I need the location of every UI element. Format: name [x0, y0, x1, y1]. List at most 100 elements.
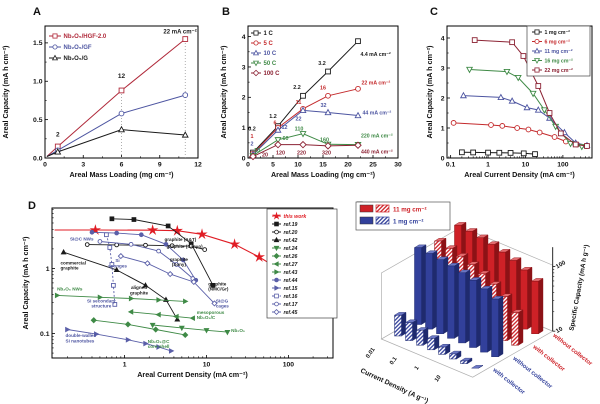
- panel-e-chart: 10 100 Specific Capacity (mA h g⁻¹) 0.01 0.1…: [352, 196, 600, 404]
- svg-text:44 mA cm⁻²: 44 mA cm⁻²: [363, 110, 392, 116]
- svg-text:10: 10: [434, 375, 443, 384]
- svg-text:6 mg cm⁻²: 6 mg cm⁻²: [545, 40, 571, 46]
- svg-text:16: 16: [320, 85, 326, 91]
- svg-text:Nb₂O₅/G: Nb₂O₅/G: [64, 56, 89, 62]
- svg-text:1.0: 1.0: [33, 79, 43, 86]
- svg-text:graphite(Sony): graphite (Sony): [170, 257, 189, 267]
- svg-text:10: 10: [522, 162, 530, 169]
- svg-text:22: 22: [296, 116, 302, 122]
- svg-text:1: 1: [441, 125, 445, 132]
- svg-text:220: 220: [297, 150, 306, 156]
- panel-a-chart: 0 3 6 9 12 0.0 0.5 1.0 1.5 Areal Mass Loading (mg…: [0, 0, 222, 198]
- svg-text:Areal Mass Loading (mg cm⁻²): Areal Mass Loading (mg cm⁻²): [69, 170, 174, 179]
- svg-text:4: 4: [242, 34, 246, 41]
- svg-text:100: 100: [557, 162, 569, 169]
- svg-text:440 mA cm⁻²: 440 mA cm⁻²: [361, 149, 393, 155]
- svg-text:30: 30: [394, 162, 402, 169]
- svg-text:60: 60: [283, 136, 289, 142]
- svg-text:10: 10: [203, 362, 211, 369]
- svg-text:ref.24: ref.24: [284, 246, 298, 252]
- svg-text:22 mA cm⁻²: 22 mA cm⁻²: [163, 29, 196, 36]
- svg-text:25: 25: [369, 162, 377, 169]
- svg-text:Si@C NWs: Si@C NWs: [70, 236, 94, 241]
- svg-text:120: 120: [276, 150, 285, 156]
- svg-text:32: 32: [321, 103, 327, 109]
- panel-d-plot: 1 10 100 0.1 1 Areal Current Density (mA cm⁻²…: [21, 207, 338, 379]
- svg-text:2: 2: [441, 95, 445, 102]
- svg-text:Nb₂O₅: Nb₂O₅: [231, 328, 245, 333]
- svg-text:1.5: 1.5: [33, 40, 43, 47]
- svg-text:ref.16: ref.16: [284, 294, 298, 300]
- svg-text:2.2: 2.2: [293, 85, 301, 91]
- svg-text:220 mA cm⁻²: 220 mA cm⁻²: [361, 133, 393, 139]
- svg-text:Areal Current Density (mA cm⁻²: Areal Current Density (mA cm⁻²): [137, 370, 248, 379]
- svg-text:0.1: 0.1: [40, 331, 50, 338]
- svg-text:ref.17: ref.17: [284, 302, 299, 308]
- svg-text:0.01: 0.01: [365, 346, 377, 359]
- svg-text:11 mg cm⁻²: 11 mg cm⁻²: [545, 49, 573, 55]
- panel-a-letter: A: [33, 6, 41, 18]
- panel-c-chart: 0.1 1 10 100 0 1 2 3 4 Areal Current Density (mA …: [424, 0, 600, 198]
- panel-a-plot: 0 3 6 9 12 0.0 0.5 1.0 1.5 Areal Mass Loading (mg…: [1, 25, 202, 179]
- svg-text:0: 0: [246, 162, 250, 169]
- svg-text:10: 10: [555, 326, 564, 335]
- svg-text:Areal Mass Loading (mg cm⁻²): Areal Mass Loading (mg cm⁻²): [271, 170, 376, 179]
- svg-text:0.2: 0.2: [248, 127, 256, 133]
- svg-text:Areal Current Density (mA cm⁻²: Areal Current Density (mA cm⁻²): [464, 170, 575, 179]
- svg-text:ref.42: ref.42: [284, 238, 298, 244]
- svg-text:12: 12: [194, 162, 202, 169]
- svg-text:1 C: 1 C: [264, 31, 274, 37]
- svg-text:3: 3: [242, 64, 246, 71]
- svg-text:2: 2: [56, 132, 60, 139]
- panel-c-letter: C: [430, 6, 438, 18]
- svg-text:0.1: 0.1: [446, 162, 456, 169]
- svg-text:16 mg cm⁻²: 16 mg cm⁻²: [545, 59, 574, 65]
- svg-text:0: 0: [242, 155, 246, 162]
- panel-d-chart: 1 10 100 0.1 1 Areal Current Density (mA cm⁻²…: [20, 196, 360, 404]
- svg-text:0.0: 0.0: [33, 155, 43, 162]
- svg-text:15: 15: [319, 162, 327, 169]
- svg-text:0: 0: [441, 155, 445, 162]
- svg-text:110: 110: [295, 127, 304, 133]
- svg-text:100 C: 100 C: [264, 71, 281, 77]
- svg-text:with collector: with collector: [531, 344, 566, 374]
- svg-text:3: 3: [81, 162, 85, 169]
- svg-text:Nb₂O₅/GF: Nb₂O₅/GF: [64, 45, 92, 51]
- svg-text:9: 9: [158, 162, 162, 169]
- svg-text:ref.45: ref.45: [284, 310, 298, 316]
- svg-text:50 C: 50 C: [264, 61, 277, 67]
- svg-text:1: 1: [486, 162, 490, 169]
- svg-text:11 mg cm⁻²: 11 mg cm⁻²: [393, 207, 427, 214]
- svg-text:2: 2: [251, 141, 254, 147]
- svg-text:graphite (Sanyo): graphite (Sanyo): [166, 244, 203, 249]
- svg-text:12: 12: [282, 125, 288, 131]
- panel-c-plot: 0.1 1 10 100 0 1 2 3 4 Areal Current Density (mA …: [425, 25, 593, 179]
- svg-text:graphite (A&T): graphite (A&T): [164, 237, 196, 242]
- panel-b-letter: B: [222, 6, 230, 18]
- svg-text:6: 6: [120, 162, 124, 169]
- svg-text:20: 20: [344, 162, 352, 169]
- svg-text:4.4 mA cm⁻²: 4.4 mA cm⁻²: [361, 52, 391, 58]
- svg-text:1: 1: [242, 125, 246, 132]
- svg-text:0: 0: [43, 162, 47, 169]
- svg-text:22 mA cm⁻²: 22 mA cm⁻²: [362, 81, 391, 87]
- svg-text:0.5: 0.5: [33, 117, 43, 124]
- svg-text:Areal Capacity (mA h cm⁻²): Areal Capacity (mA h cm⁻²): [425, 45, 434, 139]
- svg-text:5: 5: [271, 162, 275, 169]
- svg-text:Areal Capacity (mA h cm⁻²): Areal Capacity (mA h cm⁻²): [1, 45, 10, 139]
- svg-text:Nb₂O₅/HGF-2.0: Nb₂O₅/HGF-2.0: [64, 34, 107, 40]
- svg-text:160: 160: [320, 137, 329, 143]
- panel-e-plot: 10 100 Specific Capacity (mA h g⁻¹) 0.01 0.1…: [355, 201, 593, 404]
- svg-text:100: 100: [283, 362, 295, 369]
- svg-text:1 mg cm⁻²: 1 mg cm⁻²: [393, 219, 423, 226]
